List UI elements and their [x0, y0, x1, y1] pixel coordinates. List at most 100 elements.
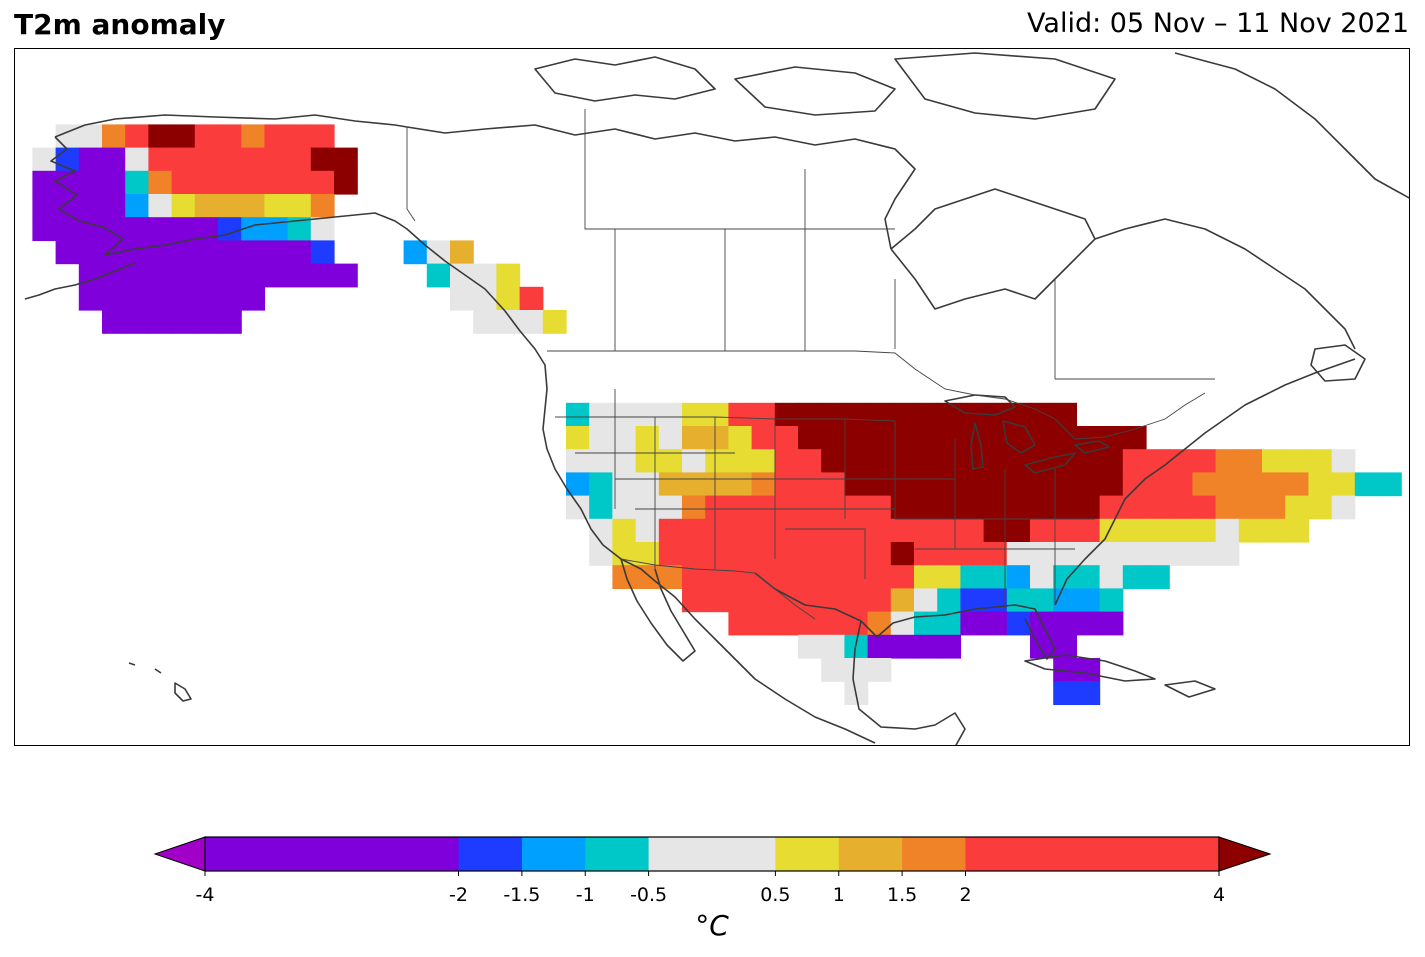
anomaly-cell [890, 634, 915, 659]
anomaly-cell [658, 449, 683, 473]
anomaly-cell [774, 426, 799, 450]
anomaly-cell [1192, 495, 1217, 520]
anomaly-cell [1122, 426, 1147, 450]
anomaly-cell [682, 449, 706, 473]
anomaly-cell [728, 402, 753, 427]
colorbar-bin [585, 837, 650, 871]
anomaly-cell [867, 588, 892, 613]
state-borders [555, 389, 1095, 609]
anomaly-cell [1262, 472, 1286, 497]
anomaly-cell [960, 588, 985, 613]
anomaly-cell [1192, 518, 1217, 543]
anomaly-cell [194, 170, 219, 195]
anomaly-cell [1030, 402, 1054, 427]
anomaly-cell [125, 310, 149, 334]
anomaly-cell [682, 426, 706, 450]
coastline-alaska-west [50, 136, 226, 256]
anomaly-cell [473, 263, 497, 288]
anomaly-cell [589, 495, 613, 520]
anomaly-cell [241, 124, 265, 149]
anomaly-cell [194, 217, 219, 241]
anomaly-cell [426, 240, 451, 265]
anomaly-cell [496, 286, 521, 311]
coastline-gulf [754, 572, 1056, 660]
anomaly-cell [612, 426, 637, 450]
anomaly-cell [287, 240, 312, 265]
anomaly-cell [1146, 542, 1170, 566]
anomaly-cell [1331, 449, 1356, 473]
anomaly-cell [937, 426, 961, 450]
anomaly-cell [705, 402, 729, 427]
anomaly-cell [751, 518, 776, 543]
anomaly-cell [1192, 472, 1217, 497]
anomaly-cell [1308, 472, 1333, 497]
anomaly-cell [983, 449, 1008, 473]
anomaly-cell [983, 472, 1008, 497]
anomaly-cell [1099, 588, 1124, 613]
map-panel[interactable] [14, 48, 1410, 746]
anomaly-cell [566, 472, 590, 497]
anomaly-cell [774, 495, 799, 520]
anomaly-cell [218, 194, 242, 218]
colorbar-tick-label: -1 [576, 884, 595, 906]
political-borders [406, 109, 1215, 620]
anomaly-cell [55, 170, 80, 195]
colorbar-bin [775, 837, 840, 871]
anomaly-cell [102, 147, 126, 172]
colorbar-tick-label: 1 [833, 884, 845, 906]
anomaly-cell [867, 426, 892, 450]
anomaly-cell [1262, 495, 1286, 520]
anomaly-cell [1099, 426, 1124, 450]
anomaly-cell [844, 565, 869, 589]
lake-michigan [970, 422, 984, 470]
anomaly-cell [821, 426, 845, 450]
anomaly-cell [78, 147, 103, 172]
anomaly-cell [914, 588, 938, 613]
anomaly-grid-cells [32, 124, 1402, 705]
anomaly-cell [1006, 611, 1031, 636]
anomaly-cell [496, 310, 521, 334]
anomaly-cell [798, 611, 822, 636]
border-us-canada [547, 350, 1206, 440]
anomaly-cell [1192, 542, 1217, 566]
anomaly-cell [194, 147, 219, 172]
colorbar-bin [902, 837, 966, 871]
anomaly-cell [171, 124, 196, 149]
anomaly-cell [798, 565, 822, 589]
anomaly-map[interactable] [15, 49, 1410, 746]
colorbar-tick-label: 0.5 [760, 884, 790, 906]
colorbar-tick-label: 4 [1213, 884, 1225, 906]
anomaly-cell [589, 449, 613, 473]
coastline-mexico-gulf [852, 620, 966, 745]
colorbar-bins [205, 837, 1220, 871]
anomaly-cell [983, 426, 1008, 450]
anomaly-cell [1076, 588, 1101, 613]
map-outlines [24, 52, 1409, 745]
anomaly-cell [1146, 472, 1170, 497]
anomaly-cell [1238, 495, 1263, 520]
anomaly-cell [1006, 426, 1031, 450]
anomaly-cell [890, 588, 915, 613]
anomaly-cell [1099, 565, 1124, 589]
anomaly-cell [1146, 449, 1170, 473]
anomaly-cell [241, 217, 265, 241]
anomaly-cell [171, 194, 196, 218]
anomaly-cell [844, 588, 869, 613]
anomaly-cell [728, 588, 753, 613]
anomaly-cell [821, 495, 845, 520]
anomaly-cell [264, 124, 289, 149]
anomaly-cell [1146, 495, 1170, 520]
anomaly-cell [890, 402, 915, 427]
anomaly-cell [867, 634, 892, 659]
anomaly-cell [287, 194, 312, 218]
lake-huron [1002, 420, 1036, 454]
anomaly-cell [264, 263, 289, 288]
anomaly-cell [566, 402, 590, 427]
anomaly-cell [728, 542, 753, 566]
anomaly-cell [635, 518, 660, 543]
anomaly-cell [403, 240, 428, 265]
anomaly-cell [102, 170, 126, 195]
anomaly-cell [102, 124, 126, 149]
anomaly-cell [566, 426, 590, 450]
anomaly-cell [218, 147, 242, 172]
